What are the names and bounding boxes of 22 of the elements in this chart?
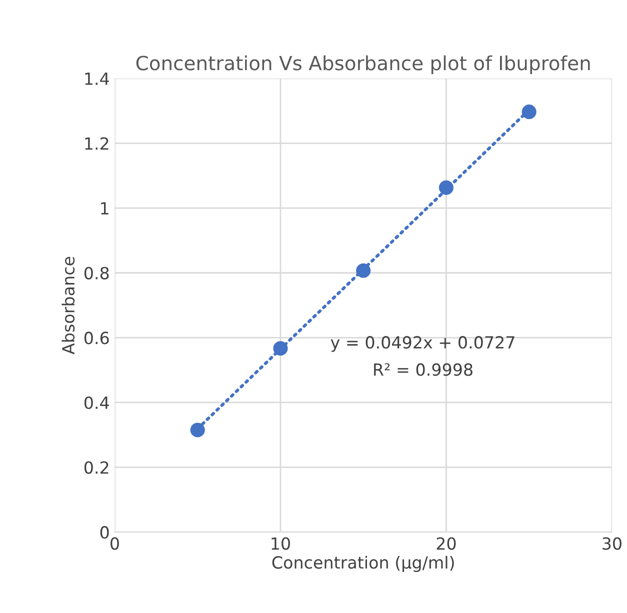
y-tick-label: 0.2 <box>84 461 108 474</box>
y-tick-label: 0.4 <box>84 396 109 410</box>
x-tick-label: 10 <box>272 537 290 550</box>
point <box>438 180 454 195</box>
chart-title: Concentration Vs Absorbance plot of Ibuprofen <box>136 55 590 74</box>
y-tick-label: 0.6 <box>84 332 109 344</box>
y-tick-label: 1 <box>101 202 108 214</box>
x-axis-title: Concentration (µg/ml) <box>272 556 454 572</box>
y-tick-label: 0 <box>100 526 109 539</box>
point <box>273 341 288 356</box>
y-tick-label: 1.4 <box>85 72 109 85</box>
point <box>190 422 205 438</box>
y-tick-label: 0.8 <box>84 266 109 280</box>
annotation: y = 0.0492x + 0.0727 <box>330 336 514 352</box>
point <box>356 263 371 278</box>
x-tick-label: 20 <box>436 537 456 550</box>
y-axis-title: Absorbance <box>62 256 75 354</box>
y-tick-label: 1.2 <box>85 137 108 150</box>
annotation: R² = 0.9998 <box>374 363 472 376</box>
point <box>522 104 536 120</box>
x-tick-label: 0 <box>110 537 119 550</box>
x-tick-label: 30 <box>602 537 622 550</box>
